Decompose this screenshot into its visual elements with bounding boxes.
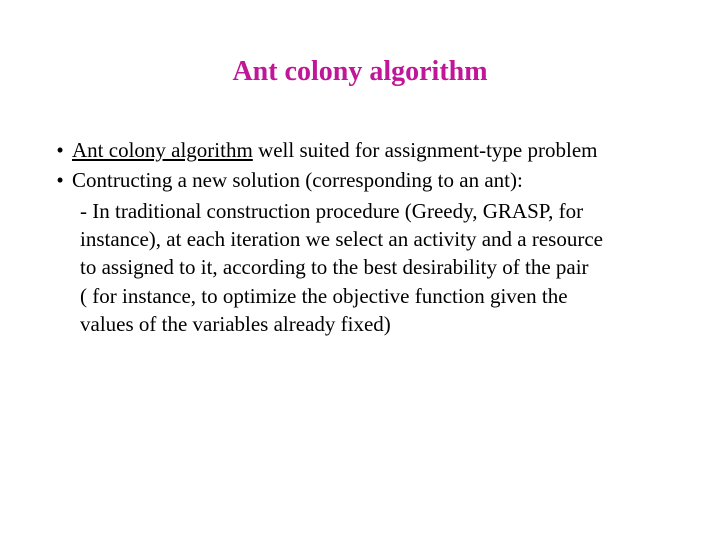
text-rest: well suited for assignment-type problem	[253, 138, 598, 162]
slide: Ant colony algorithm • Ant colony algori…	[0, 0, 720, 540]
slide-body: • Ant colony algorithm well suited for a…	[40, 136, 680, 338]
bullet-text: Contructing a new solution (correspondin…	[72, 166, 523, 194]
sub-line: instance), at each iteration we select a…	[48, 225, 680, 253]
bullet-text: Ant colony algorithm well suited for ass…	[72, 136, 598, 164]
bullet-item: • Ant colony algorithm well suited for a…	[48, 136, 680, 164]
sub-line: values of the variables already fixed)	[48, 310, 680, 338]
bullet-item: • Contructing a new solution (correspond…	[48, 166, 680, 194]
sub-line: - In traditional construction procedure …	[48, 197, 680, 225]
sub-line: ( for instance, to optimize the objectiv…	[48, 282, 680, 310]
sub-line: to assigned to it, according to the best…	[48, 253, 680, 281]
bullet-glyph: •	[48, 166, 72, 194]
bullet-glyph: •	[48, 136, 72, 164]
text-rest: Contructing a new solution (correspondin…	[72, 168, 523, 192]
underlined-text: Ant colony algorithm	[72, 138, 253, 162]
slide-title: Ant colony algorithm	[40, 56, 680, 88]
